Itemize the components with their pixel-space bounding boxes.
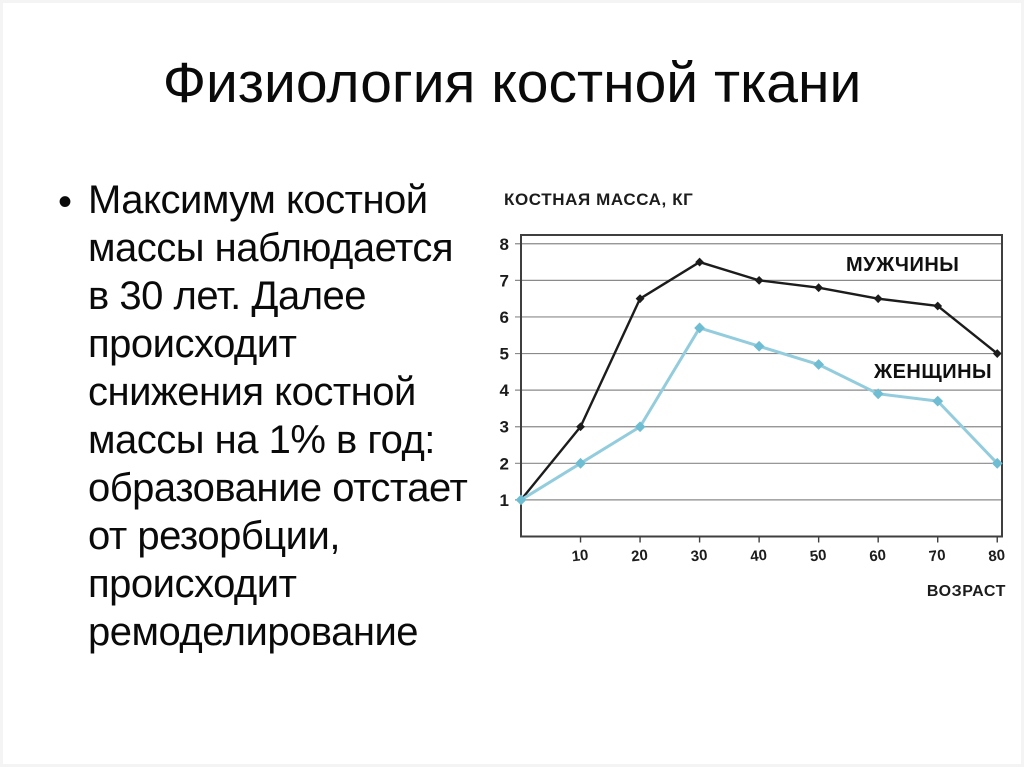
bullet-text: Максимум костной массы наблюдается в 30 …: [88, 178, 468, 654]
bone-mass-chart: КОСТНАЯ МАССА, КГ 10 20 30 40 50 60 70 80 1 2 3 4 5 6…: [490, 180, 1014, 620]
chart-title: КОСТНАЯ МАССА, КГ: [504, 190, 694, 209]
y-tick-label: 7: [500, 271, 509, 290]
chart-plot: 10 20 30 40 50 60 70 80 1 2 3 4 5 6 7 8: [500, 234, 1006, 566]
x-tick-label: 60: [869, 547, 887, 566]
data-point-men: [933, 301, 943, 311]
y-tick-label: 5: [500, 345, 509, 364]
legend-men: МУЖЧИНЫ: [846, 254, 960, 276]
data-point-men: [635, 294, 645, 304]
data-point-men: [992, 349, 1002, 358]
slide-title: Физиология костной ткани: [162, 51, 862, 115]
y-tick-label: 3: [500, 418, 509, 437]
x-tick-label: 40: [749, 547, 767, 566]
plot-frame: [520, 234, 1003, 538]
x-tick-label: 10: [571, 547, 589, 566]
y-tick-label: 8: [500, 235, 509, 254]
bullet-item: • Максимум костной массы наблюдается в 3…: [58, 176, 468, 656]
data-point-women: [932, 395, 944, 407]
data-point-men: [873, 294, 883, 304]
data-point-women: [991, 457, 1003, 469]
y-tick-label: 2: [500, 454, 509, 473]
data-point-women: [694, 322, 705, 334]
x-tick-label: 30: [690, 547, 708, 566]
data-point-women: [634, 421, 646, 433]
legend-women: ЖЕНЩИНЫ: [874, 361, 993, 383]
y-tick-label: 6: [500, 308, 509, 327]
data-point-men: [814, 283, 824, 293]
bullet-marker: •: [58, 180, 73, 224]
data-point-women: [813, 359, 825, 370]
y-tick-label: 1: [500, 491, 509, 510]
data-point-men: [695, 257, 704, 267]
x-tick-label: 80: [988, 547, 1006, 566]
x-tick-label: 70: [928, 547, 946, 566]
data-point-women: [515, 494, 527, 506]
data-point-men: [754, 275, 764, 285]
plot-area: 10 20 30 40 50 60 70 80 1 2 3 4 5 6 7 8: [500, 234, 1006, 566]
x-tick-label: 20: [630, 547, 648, 566]
x-tick-label: 50: [809, 547, 827, 566]
data-point-men: [576, 422, 585, 432]
x-axis-label: ВОЗРАСТ: [926, 583, 1006, 600]
data-point-women: [872, 388, 884, 400]
y-tick-label: 4: [500, 381, 510, 400]
data-point-women: [753, 340, 765, 352]
data-point-women: [575, 457, 586, 469]
